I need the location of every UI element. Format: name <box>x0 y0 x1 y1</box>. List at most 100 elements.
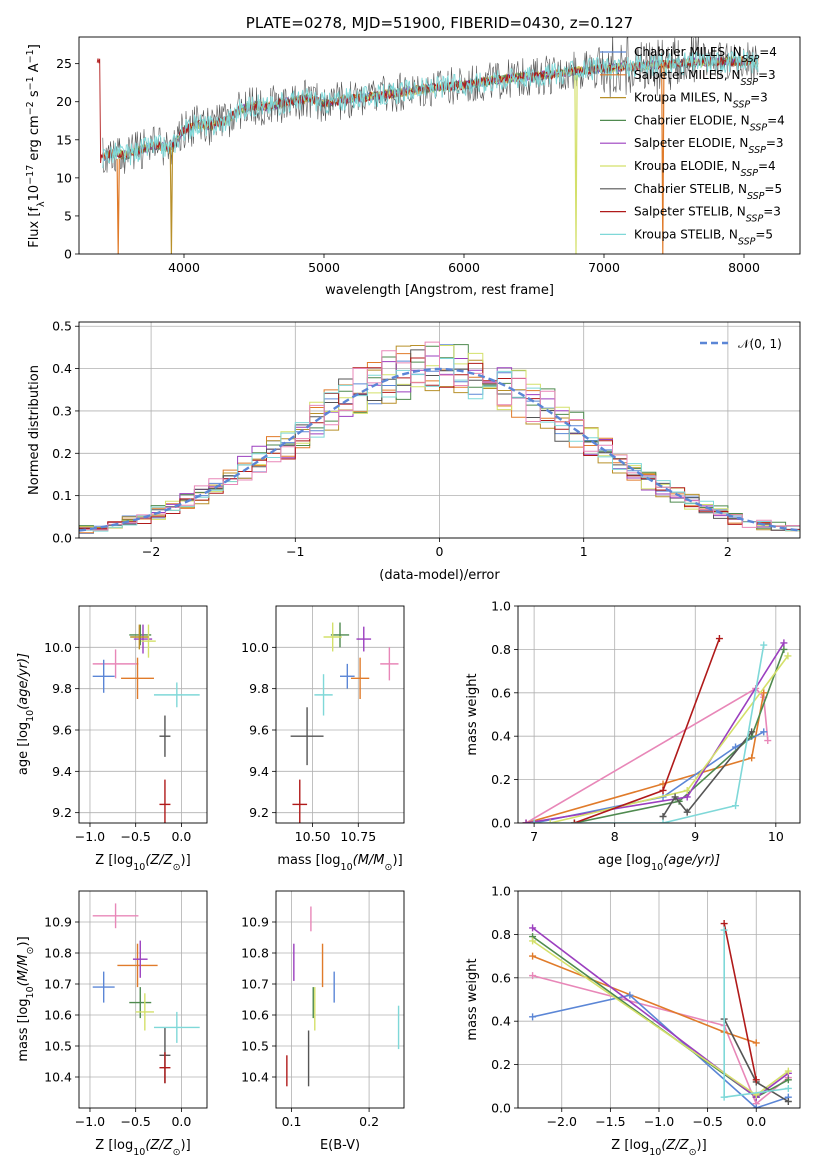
weight-marker <box>626 991 634 999</box>
axes: −2 −1 0 1 2 0.0 0.1 0.2 0.3 0.4 0.5 𝒩(0, 1) (data-mo… <box>27 319 801 583</box>
x-tick-label: 10 <box>768 829 784 844</box>
y-tick-label: 10.9 <box>241 915 269 930</box>
x-tick-label: −1.0 <box>75 1114 105 1129</box>
weight-marker <box>546 819 554 823</box>
y-tick-label: 10.5 <box>241 1039 269 1054</box>
weight-marker <box>529 1013 537 1021</box>
axes: −2.0 −1.5 −1.0 −0.5 0.0 0.0 0.2 0.4 0.6 0.8 1.0 Z [… <box>465 884 801 1158</box>
axes: 0.1 0.2 10.4 10.5 10.6 10.7 10.8 10.9 E(B-V) <box>241 890 405 1153</box>
weight-series <box>532 927 789 1099</box>
weight-marker <box>784 652 792 660</box>
legend-entry: Kroupa ELODIE, NSSP=4 <box>634 159 776 179</box>
y-axis-label: mass weight <box>465 673 480 755</box>
weight-marker <box>784 1067 792 1075</box>
axes: 10.50 10.75 9.2 9.4 9.6 9.8 10.0 mass [log10(M/… <box>241 605 405 873</box>
y-axis-label: mass weight <box>465 958 480 1040</box>
y-tick-label: 10.7 <box>241 977 269 992</box>
axes-frame <box>517 605 801 824</box>
legend-entry: Chabrier ELODIE, NSSP=4 <box>634 113 785 132</box>
error-point <box>380 647 399 681</box>
error-point <box>159 715 171 757</box>
error-point <box>133 624 153 654</box>
x-tick-label: −2 <box>142 544 160 559</box>
error-point <box>129 624 152 646</box>
error-point <box>292 779 308 823</box>
weight-marker <box>732 743 740 751</box>
error-point <box>135 993 154 1031</box>
weight-marker <box>659 819 667 823</box>
weight-marker <box>529 937 537 945</box>
weight-marker <box>529 952 537 960</box>
weight-marker <box>752 1076 760 1084</box>
legend-entry: Salpeter MILES, NSSP=3 <box>634 68 776 88</box>
histogram-series <box>79 341 800 531</box>
axes-frame <box>275 605 405 824</box>
weight-marker <box>752 1039 760 1047</box>
error-point <box>159 779 171 823</box>
x-tick-label: −1.0 <box>644 1114 674 1129</box>
y-tick-label: 10.4 <box>44 1070 72 1085</box>
x-tick-label: 10.50 <box>295 829 331 844</box>
y-tick-label: 0.0 <box>52 531 72 546</box>
error-point <box>323 622 342 652</box>
error-point <box>92 659 115 693</box>
y-tick-label: 9.2 <box>52 805 72 820</box>
x-tick-label: −2.0 <box>547 1114 577 1129</box>
error-point <box>350 657 370 699</box>
x-tick-label: 7 <box>530 829 538 844</box>
y-tick-label: 20 <box>56 94 72 109</box>
y-axis-label: Normed distribution <box>27 365 42 495</box>
weight-series <box>723 923 757 1080</box>
y-axis-label: age [log10(age/yr)] <box>16 653 36 775</box>
y-tick-label: 0.8 <box>491 642 511 657</box>
weight-marker <box>760 689 768 697</box>
error-point <box>141 624 156 658</box>
y-tick-label: 10.6 <box>241 1008 269 1023</box>
error-point <box>330 622 350 648</box>
error-point <box>92 649 139 679</box>
x-tick-label: −0.5 <box>692 1114 722 1129</box>
y-tick-label: 0.4 <box>491 1014 511 1029</box>
weight-marker <box>715 635 723 643</box>
y-tick-label: 0.1 <box>52 488 72 503</box>
x-tick-label: −1 <box>286 544 304 559</box>
weight-marker <box>530 819 538 823</box>
x-tick-label: 7000 <box>588 260 620 275</box>
y-axis-label: mass [log10(M/M⊙)] <box>16 936 36 1061</box>
axes-frame <box>275 890 405 1109</box>
x-axis-label: Z [log10(Z/Z⊙)] <box>611 1138 706 1158</box>
spectrum-drop <box>574 75 578 254</box>
y-tick-label: 0.4 <box>52 361 72 376</box>
y-tick-label: 15 <box>56 132 72 147</box>
weight-series <box>525 642 785 823</box>
weight-marker <box>683 808 691 816</box>
weight-marker <box>671 793 679 801</box>
y-tick-label: 10.8 <box>241 946 269 961</box>
x-tick-label: 8000 <box>728 260 760 275</box>
y-tick-label: 0.0 <box>491 816 511 831</box>
y-tick-label: 0.4 <box>491 729 511 744</box>
error-point <box>153 682 200 708</box>
x-tick-label: 10.75 <box>340 829 376 844</box>
weight-marker <box>720 926 728 934</box>
weight-series <box>532 935 789 1099</box>
y-tick-label: 0.5 <box>52 319 72 334</box>
chart-title: PLATE=0278, MJD=51900, FIBERID=0430, z=0… <box>246 14 633 32</box>
y-tick-label: 0.6 <box>491 685 511 700</box>
axes: 7 8 9 10 0.0 0.2 0.4 0.6 0.8 1.0 age [log10(age/yr… <box>465 599 801 873</box>
y-tick-label: 9.8 <box>52 681 72 696</box>
weight-series <box>525 692 765 823</box>
y-tick-label: 9.6 <box>249 723 269 738</box>
weight-marker <box>760 641 768 649</box>
y-axis-label: Flux [fλ10−17 erg cm−2 s−1 A−1] <box>25 44 47 248</box>
error-point <box>92 903 139 929</box>
axes: 4000 5000 6000 7000 8000 0 5 10 15 20 25 PLATE=0278… <box>25 14 801 298</box>
y-tick-label: 5 <box>64 208 72 223</box>
y-tick-label: 10.0 <box>241 640 269 655</box>
weight-marker <box>748 728 756 736</box>
spectrum-series <box>102 50 759 169</box>
y-tick-label: 10.7 <box>44 977 72 992</box>
histogram-series <box>79 357 800 530</box>
weight-marker <box>529 924 537 932</box>
x-axis-label: Z [log10(Z/Z⊙)] <box>95 1138 190 1158</box>
